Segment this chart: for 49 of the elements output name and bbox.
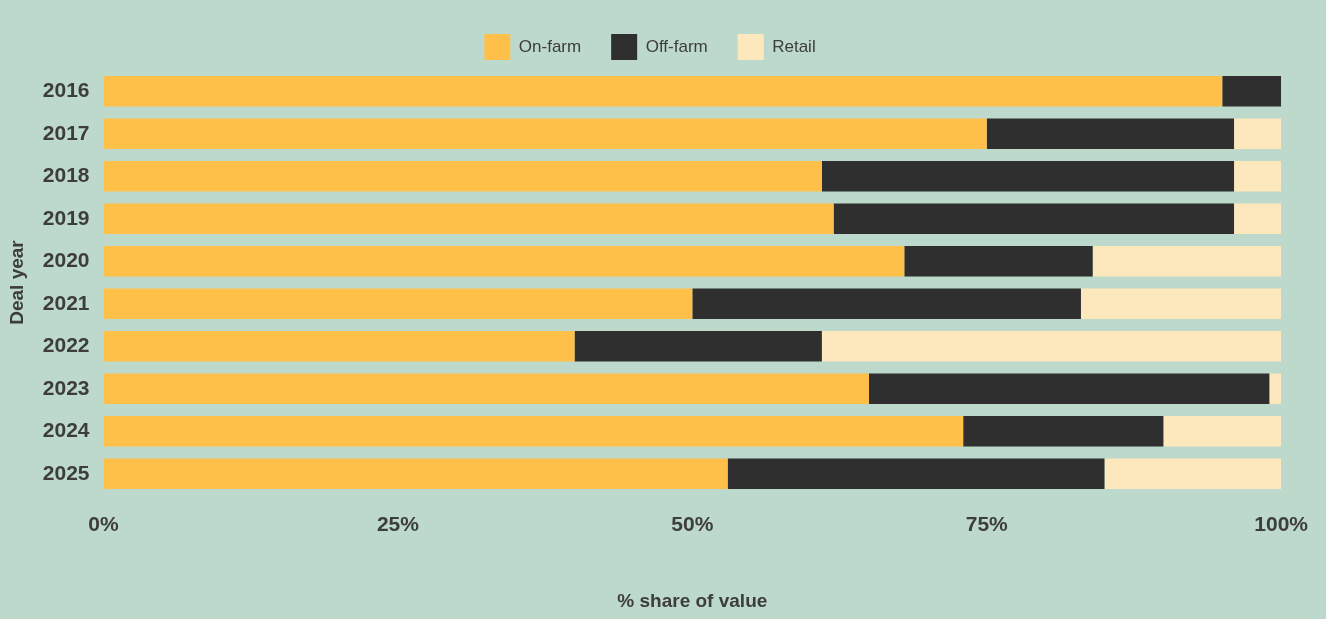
bar [963,415,1164,447]
bar [1222,75,1282,107]
bar [103,160,822,192]
bar [1234,118,1282,150]
y-tick-label: 2025 [42,460,90,484]
bar [103,203,834,235]
bar [103,75,1223,107]
x-tick-label: 0% [88,512,120,536]
y-tick-label: 2020 [42,248,90,272]
y-tick-label: 2021 [42,290,90,314]
y-tick-label: 2022 [42,333,90,357]
bar [103,245,905,277]
y-tick-label: 2023 [42,375,90,399]
y-axis-title: Deal year [5,239,27,325]
bar [1269,373,1282,405]
bar [1234,160,1282,192]
bar [1163,415,1282,447]
bar [103,330,575,362]
bar [103,458,728,490]
bar [103,118,987,150]
legend-label: On-farm [518,36,582,56]
bar [833,203,1235,235]
y-tick-label: 2018 [42,163,90,187]
bar [103,415,964,447]
x-tick-label: 50% [671,512,714,536]
bar [692,288,1081,320]
legend-label: Retail [772,36,816,56]
y-tick-label: 2016 [42,78,90,102]
x-axis-title: % share of value [617,589,768,611]
x-tick-label: 25% [376,512,420,536]
bar [103,373,869,405]
bar [821,160,1235,192]
legend-label: Off-farm [645,36,708,56]
bar [1234,203,1282,235]
y-tick-label: 2019 [42,205,90,229]
bar [1080,288,1282,320]
y-tick-label: 2024 [42,418,90,442]
bar [821,330,1282,362]
x-tick-label: 75% [965,512,1009,536]
bar [103,288,693,320]
y-tick-label: 2017 [42,120,90,144]
bar [1092,245,1282,277]
bar [1104,458,1282,490]
x-tick-label: 100% [1254,512,1309,536]
bar [727,458,1105,490]
bar [986,118,1235,150]
bar [904,245,1093,277]
bar [868,373,1270,405]
bar [574,330,822,362]
